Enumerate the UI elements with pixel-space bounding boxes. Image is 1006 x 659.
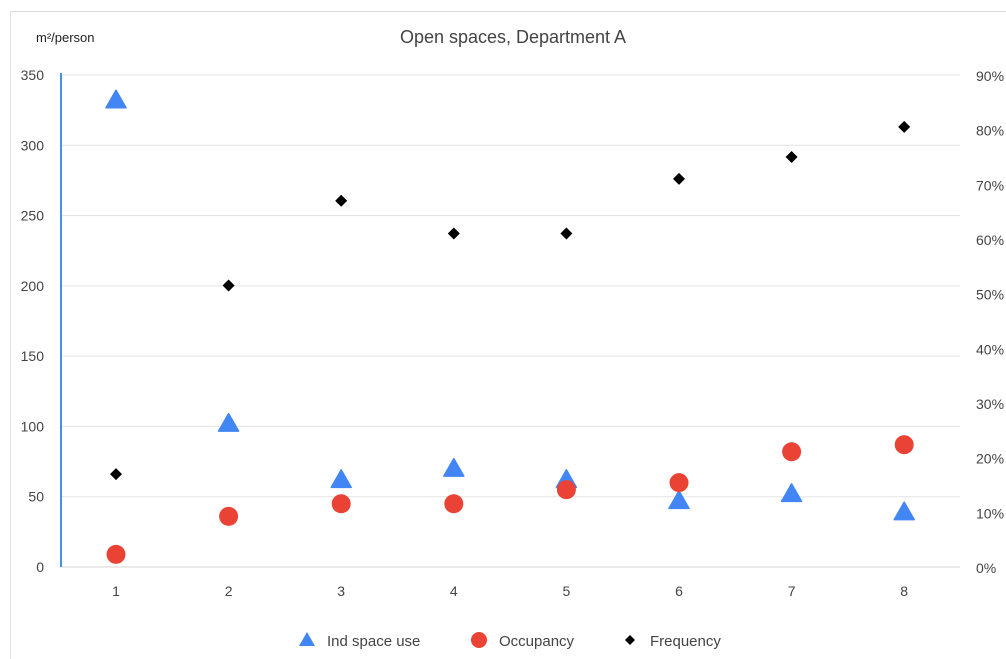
x-tick-label: 3 — [337, 583, 345, 599]
point-ind-space-use — [668, 490, 690, 510]
point-ind-space-use — [330, 469, 352, 489]
right-axis-ticks: 0% 10% 20% 30% 40% 50% 60% 70% 80% 90% — [976, 68, 1004, 576]
gridlines — [61, 74, 960, 568]
y-tick-label: 250 — [21, 208, 45, 224]
series-ind-space-use — [105, 89, 915, 521]
legend-marker-ind-space-use — [299, 632, 315, 646]
x-tick-label: 4 — [450, 583, 458, 599]
frame-left-edge — [10, 11, 11, 659]
legend-label-occupancy: Occupancy — [499, 633, 575, 650]
y2-tick-label: 70% — [976, 177, 1004, 193]
x-tick-label: 8 — [900, 583, 908, 599]
legend-item-ind-space-use: Ind space use — [299, 632, 420, 650]
legend-label-ind-space-use: Ind space use — [327, 633, 420, 650]
point-occupancy — [894, 435, 914, 455]
y2-tick-label: 80% — [976, 123, 1004, 139]
data-marks — [105, 89, 915, 564]
y-tick-label: 200 — [21, 278, 45, 294]
left-axis-label: m²/person — [36, 30, 95, 45]
point-frequency — [560, 227, 573, 240]
x-tick-label: 6 — [675, 583, 683, 599]
y2-tick-label: 60% — [976, 232, 1004, 248]
y2-tick-label: 20% — [976, 451, 1004, 467]
point-occupancy — [106, 544, 126, 564]
point-occupancy — [782, 442, 802, 462]
y2-tick-label: 30% — [976, 396, 1004, 412]
y2-tick-label: 50% — [976, 287, 1004, 303]
x-axis-ticks: 1 2 3 4 5 6 7 8 — [112, 583, 908, 599]
y-tick-label: 300 — [21, 137, 45, 153]
point-frequency — [110, 468, 122, 481]
point-occupancy — [444, 494, 464, 514]
point-frequency — [222, 279, 235, 292]
point-ind-space-use — [780, 483, 803, 503]
series-occupancy — [106, 435, 914, 564]
legend-marker-frequency — [625, 635, 635, 645]
x-tick-label: 1 — [112, 583, 120, 599]
point-ind-space-use — [893, 501, 915, 521]
point-frequency — [673, 172, 685, 185]
point-occupancy — [669, 473, 689, 493]
point-frequency — [898, 120, 911, 133]
x-tick-label: 7 — [788, 583, 796, 599]
y2-tick-label: 10% — [976, 505, 1004, 521]
y-tick-label: 150 — [21, 348, 45, 364]
y2-tick-label: 90% — [976, 68, 1004, 84]
point-frequency — [785, 151, 798, 163]
point-frequency — [447, 227, 460, 240]
point-occupancy — [331, 494, 351, 514]
y2-tick-label: 40% — [976, 341, 1004, 357]
point-occupancy — [556, 480, 576, 500]
point-frequency — [335, 194, 348, 207]
point-ind-space-use — [443, 457, 465, 477]
y-tick-label: 50 — [28, 489, 44, 505]
y2-tick-label: 0% — [976, 560, 996, 576]
legend-item-frequency: Frequency — [625, 633, 721, 650]
y-tick-label: 100 — [21, 418, 45, 434]
chart-title: Open spaces, Department A — [400, 27, 626, 47]
x-tick-label: 5 — [563, 583, 571, 599]
series-frequency — [110, 120, 911, 481]
point-ind-space-use — [105, 89, 127, 109]
y-tick-label: 350 — [21, 67, 45, 83]
legend-marker-occupancy — [471, 632, 487, 648]
legend-item-occupancy: Occupancy — [471, 632, 575, 650]
x-tick-label: 2 — [225, 583, 233, 599]
frame-top-edge — [10, 11, 1006, 12]
legend-label-frequency: Frequency — [650, 633, 721, 650]
legend: Ind space use Occupancy Frequency — [299, 632, 721, 650]
point-ind-space-use — [217, 412, 240, 432]
point-occupancy — [219, 506, 239, 526]
y-tick-label: 0 — [36, 559, 44, 575]
left-axis-ticks: 0 50 100 150 200 250 300 350 — [21, 67, 45, 575]
